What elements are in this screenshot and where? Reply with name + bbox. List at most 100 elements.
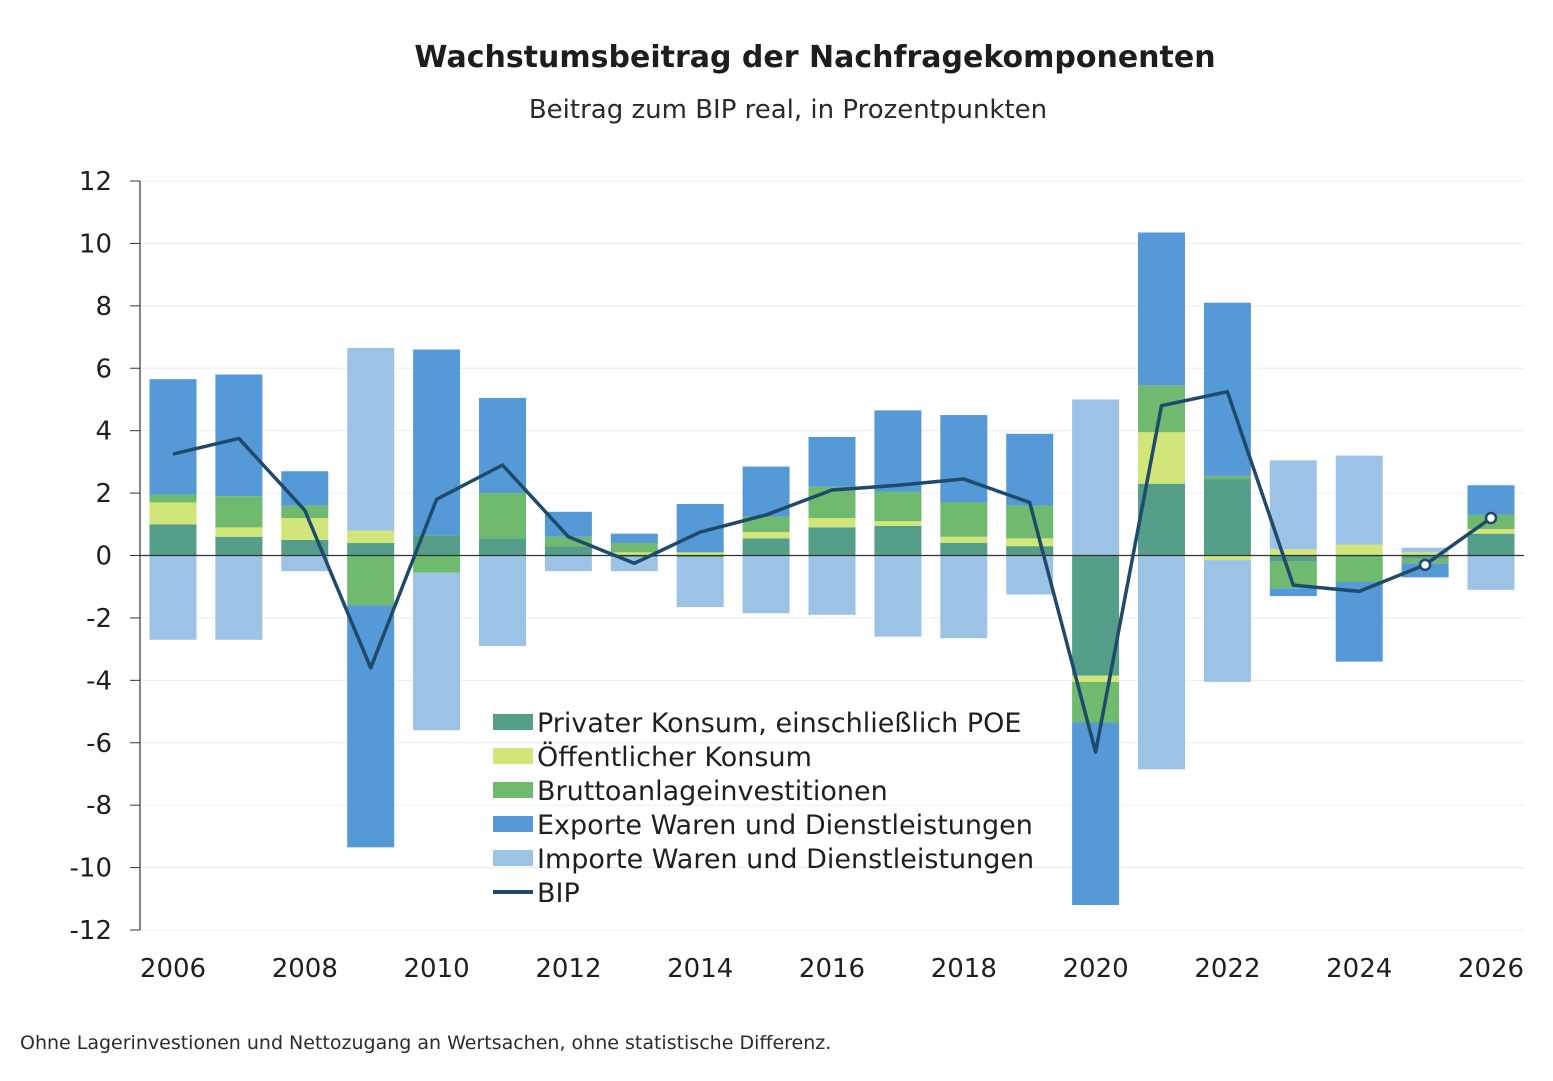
bar-2024-series-0 [1335,555,1383,558]
bar-2011-series-3 [479,397,526,494]
bar-2018-series-2 [940,502,988,537]
bar-2023-series-3 [1269,588,1317,597]
bar-2026-series-1 [1467,528,1515,534]
bar-2008-series-0 [281,539,329,556]
bar-2010-series-0 [413,535,461,556]
bar-2024-series-1 [1335,544,1383,556]
bar-2009-series-0 [347,543,395,556]
bar-2021-series-4 [1138,555,1185,770]
y-tick-label: -4 [86,666,112,696]
bar-2010-series-4 [413,572,461,731]
bar-2008-series-1 [281,518,329,540]
bar-2023-series-0 [1269,555,1317,562]
y-tick-label: 12 [79,167,112,197]
bar-2006-series-4 [149,555,197,640]
y-tick-label: 4 [95,417,112,447]
bip-forecast-marker-2025 [1418,558,1432,572]
bar-2015-series-4 [742,555,790,614]
y-tick-label: 6 [95,354,112,384]
bar-2020-series-1 [1072,675,1120,682]
bar-2009-series-2 [347,555,395,606]
bar-2009-series-1 [347,530,395,544]
x-tick-label: 2022 [1194,954,1260,984]
bar-2015-series-2 [742,516,790,533]
bar-2011-series-4 [479,555,526,647]
bar-2022-series-2 [1203,475,1251,480]
bar-2009-series-4 [347,347,395,531]
y-tick-label: -2 [86,604,112,634]
bar-2007-series-2 [215,496,263,528]
legend-label-0: Privater Konsum, einschließlich POE [537,708,1021,739]
bar-2025-series-4 [1401,547,1449,553]
bip-forecast-marker-2026 [1484,511,1498,525]
bar-2014-series-1 [676,552,724,556]
bar-2010-series-3 [413,349,461,536]
legend-label-1: Öffentlicher Konsum [537,741,812,773]
legend: Privater Konsum, einschließlich POEÖffen… [493,708,1034,909]
x-tick-label: 2010 [404,954,470,984]
bar-2015-series-0 [742,538,790,556]
x-tick-label: 2024 [1326,954,1392,984]
bar-2015-series-1 [742,532,790,539]
bar-2019-series-3 [1006,433,1054,506]
bar-2017-series-4 [874,555,922,637]
bar-2010-series-2 [413,555,461,573]
bar-2022-series-4 [1203,560,1251,682]
bar-series [149,232,1515,906]
bar-2017-series-1 [874,521,922,526]
bar-2014-series-0 [676,555,724,558]
bar-2019-series-0 [1006,546,1054,556]
x-tick-label: 2008 [272,954,338,984]
bip-line-path [172,389,1493,754]
bar-2006-series-1 [149,502,197,525]
bar-2018-series-4 [940,555,988,639]
bar-2024-series-4 [1335,455,1383,545]
bar-2022-series-3 [1203,302,1251,476]
bar-2026-series-0 [1467,533,1515,556]
bar-2012-series-2 [544,536,592,547]
bar-2007-series-4 [215,555,263,640]
bar-2025-series-1 [1401,552,1449,556]
chart-subtitle: Beitrag zum BIP real, in Prozentpunkten [528,95,1048,125]
y-tick-label: 2 [95,479,112,509]
bar-2012-series-0 [544,546,592,556]
bar-2020-series-4 [1072,399,1120,556]
bar-2016-series-3 [808,436,856,487]
bar-2017-series-2 [874,491,922,522]
bar-2022-series-0 [1203,479,1251,556]
y-tick-label: 8 [95,292,112,322]
bar-2017-series-0 [874,525,922,556]
bar-2007-series-0 [215,536,263,556]
bar-2007-series-1 [215,527,263,537]
bar-2016-series-4 [808,555,856,615]
bar-2006-series-0 [149,524,197,556]
bar-2026-series-3 [1467,485,1515,515]
bar-2006-series-2 [149,494,197,503]
bar-2016-series-1 [808,518,856,528]
x-tick-label: 2018 [931,954,997,984]
bar-2011-series-2 [479,493,526,539]
legend-label-3: Exporte Waren und Dienstleistungen [537,810,1033,841]
bar-2011-series-0 [479,538,526,556]
bar-2024-series-2 [1335,557,1383,583]
x-tick-label: 2006 [140,954,206,984]
axes: 12 10 8 6 4 2 0 -2 -4 -6 -8 -10 -12 2006 2008 2010 2012 2… [70,167,1525,984]
bar-2021-series-3 [1138,232,1185,386]
bar-2013-series-2 [610,543,658,553]
bar-2018-series-0 [940,543,988,556]
bar-2019-series-2 [1006,505,1054,539]
x-tick-label: 2012 [535,954,601,984]
y-tick-label: -12 [70,916,112,946]
x-tick-label: 2014 [667,954,733,984]
bar-2020-series-0 [1072,555,1120,676]
bar-2016-series-0 [808,527,856,556]
chart-title: Wachstumsbeitrag der Nachfragekomponente… [414,40,1216,75]
bar-2014-series-4 [676,557,724,607]
bar-2023-series-1 [1269,549,1317,556]
bar-2019-series-1 [1006,538,1054,547]
bar-2012-series-4 [544,555,592,572]
bar-2021-series-1 [1138,432,1185,484]
bar-2022-series-1 [1203,555,1251,561]
legend-label-2: Bruttoanlageinvestitionen [537,776,888,807]
bar-2017-series-3 [874,410,922,492]
